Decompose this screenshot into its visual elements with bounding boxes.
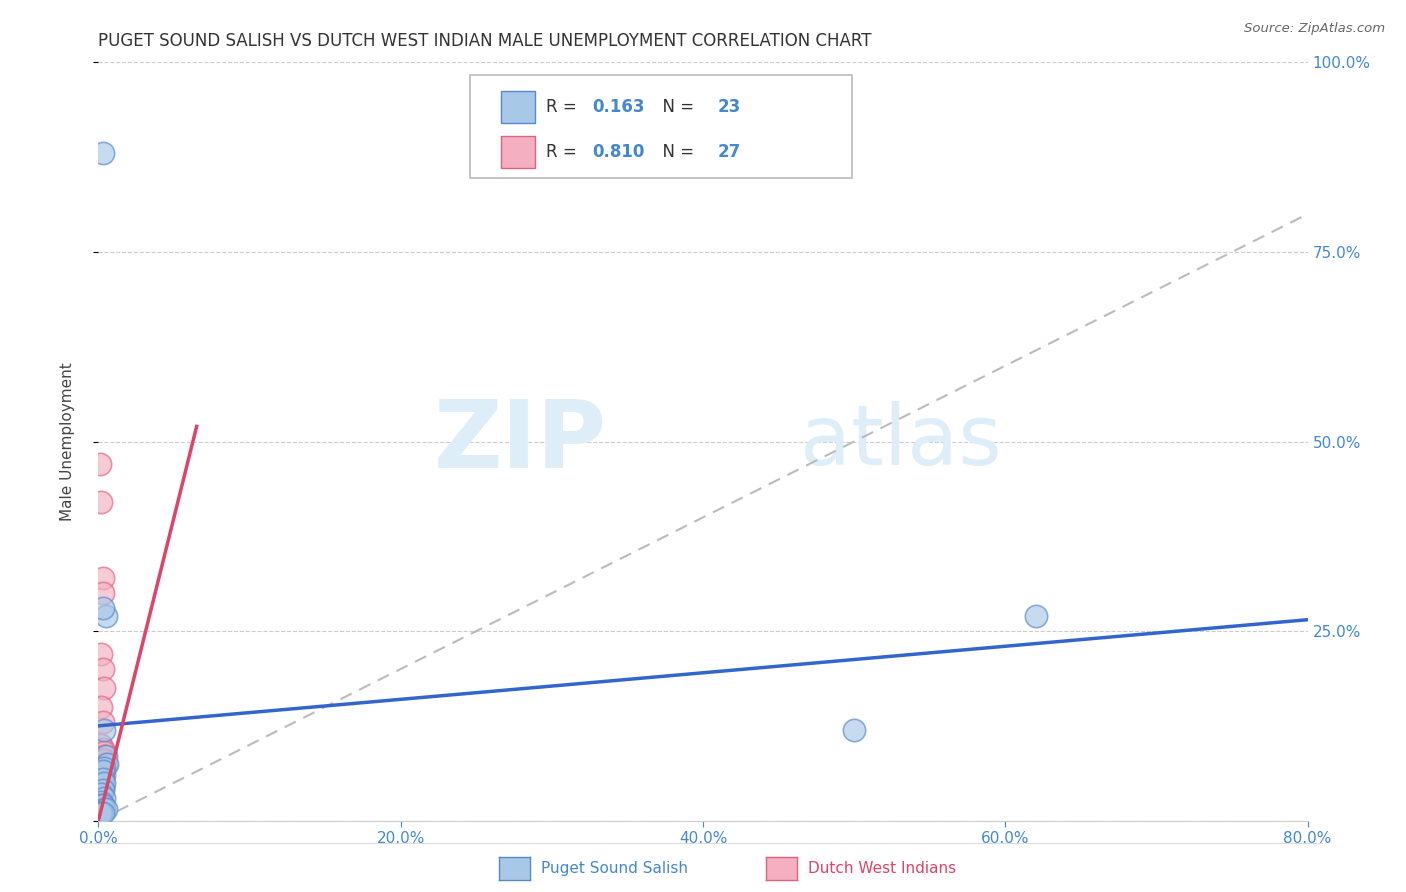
Point [91,662,114,676]
Point [93,768,115,782]
Point [93,791,115,805]
Text: Puget Sound Salish: Puget Sound Salish [541,862,689,876]
Point [91,783,114,797]
Point [89,806,111,821]
Point [93,802,115,816]
Point [90,798,112,813]
Point [91,146,114,161]
Point [96,756,118,771]
Text: PUGET SOUND SALISH VS DUTCH WEST INDIAN MALE UNEMPLOYMENT CORRELATION CHART: PUGET SOUND SALISH VS DUTCH WEST INDIAN … [98,32,872,50]
Point [89,787,111,801]
Point [90,699,112,714]
Point [89,795,111,809]
Text: R =: R = [546,98,582,116]
Point [94,756,117,771]
Point [91,780,114,794]
Point [89,776,111,790]
Point [93,681,115,695]
Point [90,783,112,797]
Point [90,795,112,809]
Point [90,760,112,774]
Text: Source: ZipAtlas.com: Source: ZipAtlas.com [1244,22,1385,36]
Point [93,776,115,790]
Text: N =: N = [652,144,700,161]
Point [1024,608,1046,623]
Point [91,772,114,786]
FancyBboxPatch shape [501,91,534,123]
Point [91,806,114,821]
Point [94,802,117,816]
Point [91,571,114,585]
Point [91,601,114,615]
Text: R =: R = [546,144,582,161]
Point [90,806,112,821]
Text: atlas: atlas [800,401,1001,482]
Point [94,608,117,623]
Point [90,738,112,752]
Point [93,753,115,767]
Point [90,798,112,813]
Point [90,791,112,805]
Point [90,772,112,786]
Point [91,741,114,756]
FancyBboxPatch shape [470,75,852,178]
Point [93,746,115,760]
Text: 27: 27 [717,144,741,161]
FancyBboxPatch shape [501,136,534,169]
Point [91,764,114,779]
Point [844,723,866,737]
Point [89,458,111,472]
Point [90,647,112,661]
Y-axis label: Male Unemployment: Male Unemployment [60,362,75,521]
Text: Dutch West Indians: Dutch West Indians [808,862,956,876]
Text: 23: 23 [717,98,741,116]
Point [91,715,114,730]
Text: 0.810: 0.810 [592,144,644,161]
Point [93,723,115,737]
Point [94,749,117,764]
Point [90,787,112,801]
Point [90,495,112,509]
Text: 0.163: 0.163 [592,98,644,116]
Point [91,798,114,813]
Point [91,764,114,779]
Point [93,749,115,764]
Point [91,802,114,816]
Text: N =: N = [652,98,700,116]
Point [93,760,115,774]
Point [91,586,114,600]
Text: ZIP: ZIP [433,395,606,488]
